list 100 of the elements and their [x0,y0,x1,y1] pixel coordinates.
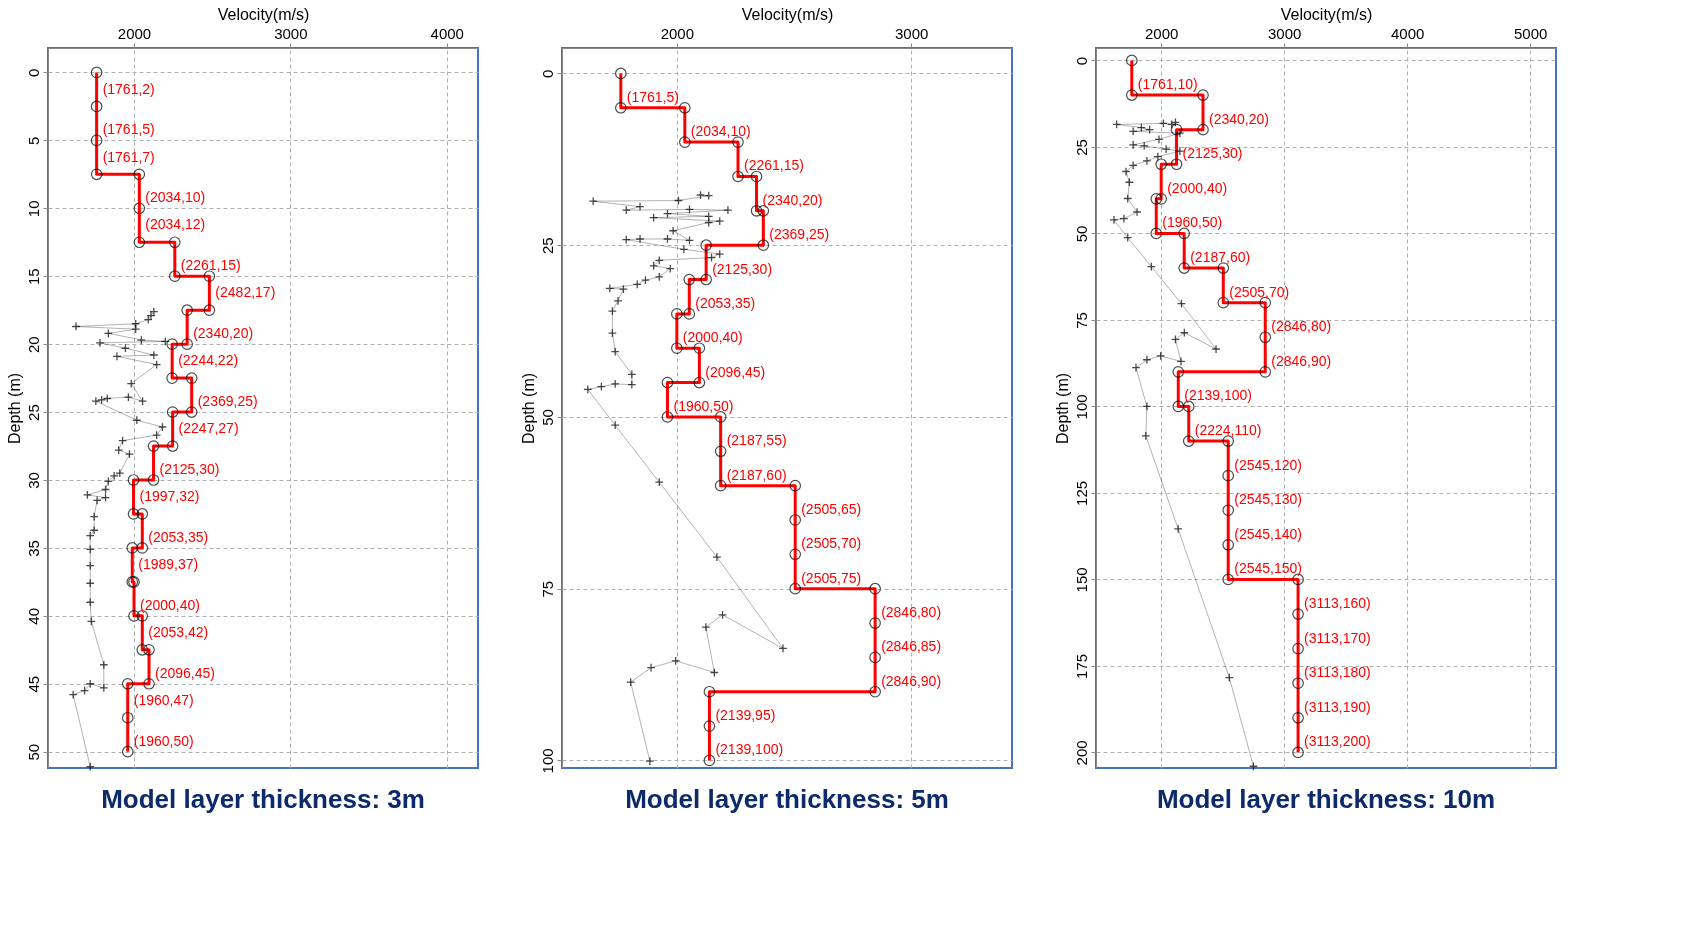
y-tick-label: 30 [24,472,42,489]
y-tick-label: 50 [1072,225,1090,243]
point [712,552,722,562]
y-tick-label: 100 [538,748,556,774]
point [679,244,689,254]
point [1121,166,1131,177]
annotation: (2340,20) [193,325,254,342]
annotation: (2053,42) [148,624,209,641]
y-tick-label: 125 [1072,480,1090,506]
annotation: (2000,40) [682,329,743,346]
annotation: (2846,90) [881,672,942,689]
y-tick-label: 25 [1072,139,1090,156]
text: Model layer thickness: 5m [625,783,949,814]
annotation: (2224,110) [1194,422,1262,439]
point [715,216,725,226]
annotation: (2846,85) [881,638,942,655]
point [618,284,628,294]
annotation: (2125,30) [1182,145,1243,162]
annotation: (2034,10) [690,123,751,140]
x-tick-label: 4000 [430,24,464,42]
annotation: (2034,12) [145,216,206,233]
y-tick-label: 10 [24,200,42,218]
y-tick-label: 40 [24,608,42,625]
annotation: (2545,140) [1234,525,1302,542]
point [1173,524,1183,534]
x-tick-label: 2000 [1145,24,1179,42]
annotation: (2187,60) [726,466,787,483]
annotation: (2340,20) [762,191,823,208]
point [95,338,105,348]
point [149,350,159,360]
annotation: (2505,70) [801,535,862,552]
point [646,663,656,673]
annotation: (2482,17) [215,284,276,301]
x-tick-label: 3000 [274,24,308,42]
point [89,525,99,535]
point [715,249,725,259]
point [662,234,672,244]
annotation: (2125,30) [712,260,773,277]
text: Model layer thickness: 3m [101,784,425,815]
y-tick-label: 75 [1072,312,1090,329]
point [136,335,146,345]
annotation: (1960,50) [1162,214,1223,231]
y-tick-label: 5 [24,136,42,146]
y-tick-label: 15 [24,268,42,286]
annotation: (1960,50) [133,732,194,749]
annotation: (2139,95) [715,707,776,724]
annotation: (2000,40) [1167,179,1228,196]
point [123,392,133,402]
y-tick-label: 200 [1072,740,1090,766]
annotation: (2545,150) [1234,560,1302,577]
point [112,351,122,361]
point [1109,215,1119,225]
y-tick-label: 75 [538,580,556,598]
point [1141,431,1151,441]
x-axis-title: Velocity(m/s) [217,5,310,23]
annotation: (2125,30) [159,461,220,477]
annotation: (2505,75) [801,569,862,586]
point [1211,344,1221,354]
point [1176,356,1186,366]
annotation: (1989,37) [138,556,199,573]
annotation: (2369,25) [197,393,258,410]
point [1119,214,1129,224]
point [114,445,124,455]
point [1142,401,1152,411]
point [1154,134,1164,144]
point [778,643,788,653]
annotation: (2545,120) [1234,456,1302,473]
point [1132,207,1142,217]
y-axis-title: Depth (m) [1053,372,1071,445]
annotation: (2369,25) [769,226,830,243]
point [635,202,645,212]
annotation: (3113,200) [1304,733,1371,750]
annotation: (3113,180) [1304,664,1371,681]
point [645,756,655,766]
y-tick-label: 35 [24,540,42,557]
annotation: (2261,15) [180,257,241,274]
point [89,512,99,522]
point [1161,144,1171,154]
annotation: (1960,50) [673,397,734,414]
point [146,311,156,321]
point [92,495,102,505]
point [626,677,636,687]
x-tick-label: 5000 [1513,24,1548,42]
y-tick-label: 25 [24,404,42,421]
y-axis-title: Depth (m) [5,372,23,445]
y-axis-title: Depth (m) [519,372,537,445]
annotation: (2340,20) [1209,110,1269,127]
y-tick-label: 100 [1072,394,1090,420]
text: Model layer thickness: 10m [1156,783,1496,814]
annotation: (1761,10) [1137,76,1198,93]
annotation: (1761,7) [102,148,155,165]
annotation: (2053,35) [695,294,756,311]
x-tick-label: 2000 [660,24,695,42]
point [1128,140,1138,150]
annotation: (2261,15) [744,157,804,174]
y-tick-label: 25 [538,237,556,255]
x-axis-title: Velocity(m/s) [1280,5,1373,23]
y-tick-label: 50 [24,743,42,761]
x-axis-title: Velocity(m/s) [741,5,834,23]
point [1142,355,1152,365]
